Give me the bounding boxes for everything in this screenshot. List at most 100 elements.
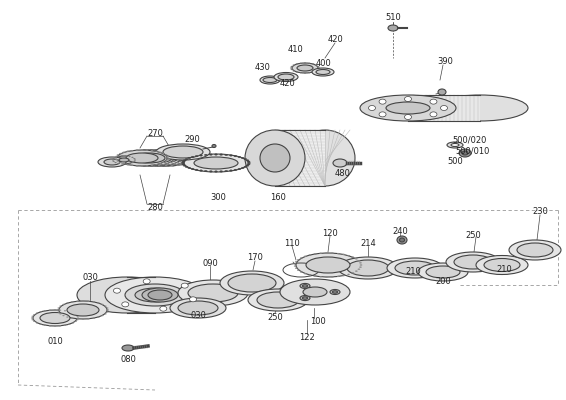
- Ellipse shape: [195, 169, 198, 171]
- Text: 410: 410: [287, 46, 303, 54]
- Ellipse shape: [159, 163, 161, 164]
- Ellipse shape: [163, 146, 203, 158]
- Text: 030: 030: [82, 274, 98, 282]
- Ellipse shape: [133, 162, 136, 163]
- Ellipse shape: [359, 266, 362, 268]
- Ellipse shape: [297, 65, 313, 71]
- Ellipse shape: [215, 171, 217, 172]
- Ellipse shape: [152, 153, 184, 163]
- Ellipse shape: [185, 160, 187, 162]
- Ellipse shape: [162, 150, 164, 151]
- Ellipse shape: [119, 153, 122, 154]
- Ellipse shape: [200, 170, 203, 171]
- Text: 122: 122: [299, 332, 315, 342]
- Text: 400: 400: [315, 58, 331, 68]
- Ellipse shape: [140, 153, 172, 163]
- Ellipse shape: [162, 151, 165, 152]
- Ellipse shape: [318, 66, 319, 67]
- Ellipse shape: [117, 154, 119, 156]
- Ellipse shape: [146, 153, 178, 163]
- Ellipse shape: [82, 300, 84, 302]
- Text: 100: 100: [310, 318, 326, 326]
- Ellipse shape: [165, 160, 167, 162]
- Ellipse shape: [181, 156, 183, 157]
- Text: 240: 240: [392, 228, 408, 236]
- Text: 300: 300: [210, 192, 226, 202]
- Ellipse shape: [215, 154, 217, 155]
- Ellipse shape: [118, 163, 119, 164]
- Ellipse shape: [355, 270, 358, 272]
- Ellipse shape: [358, 260, 360, 261]
- Ellipse shape: [342, 275, 345, 276]
- Ellipse shape: [162, 162, 165, 163]
- Ellipse shape: [138, 150, 140, 151]
- Ellipse shape: [36, 312, 38, 314]
- Ellipse shape: [113, 161, 115, 162]
- Ellipse shape: [143, 154, 145, 156]
- Ellipse shape: [278, 74, 294, 80]
- Ellipse shape: [229, 170, 233, 171]
- Text: 390: 390: [437, 58, 453, 66]
- Ellipse shape: [146, 165, 148, 166]
- Ellipse shape: [160, 306, 167, 311]
- Ellipse shape: [62, 304, 65, 305]
- Ellipse shape: [293, 70, 295, 72]
- Text: 250: 250: [267, 312, 283, 322]
- Ellipse shape: [119, 158, 129, 162]
- Ellipse shape: [152, 164, 155, 165]
- Ellipse shape: [146, 150, 148, 151]
- Ellipse shape: [177, 153, 179, 154]
- Ellipse shape: [124, 154, 126, 156]
- Ellipse shape: [387, 258, 443, 278]
- Ellipse shape: [440, 106, 448, 110]
- Ellipse shape: [172, 150, 174, 151]
- Ellipse shape: [124, 150, 174, 166]
- Ellipse shape: [68, 324, 70, 325]
- Ellipse shape: [181, 151, 183, 152]
- Ellipse shape: [191, 160, 193, 162]
- Ellipse shape: [104, 159, 120, 165]
- Ellipse shape: [131, 160, 133, 162]
- Ellipse shape: [115, 157, 117, 159]
- Ellipse shape: [220, 170, 222, 172]
- Ellipse shape: [40, 311, 42, 312]
- Ellipse shape: [331, 252, 333, 254]
- Ellipse shape: [182, 161, 185, 162]
- Text: 120: 120: [322, 228, 338, 238]
- Ellipse shape: [62, 315, 65, 316]
- Ellipse shape: [432, 95, 528, 121]
- Ellipse shape: [76, 316, 79, 317]
- Ellipse shape: [126, 151, 128, 152]
- Ellipse shape: [430, 99, 437, 104]
- Ellipse shape: [147, 164, 149, 165]
- Ellipse shape: [125, 284, 185, 306]
- Ellipse shape: [141, 150, 143, 151]
- Ellipse shape: [160, 150, 162, 151]
- Ellipse shape: [122, 152, 125, 153]
- Ellipse shape: [181, 157, 183, 159]
- Ellipse shape: [299, 72, 302, 73]
- Ellipse shape: [169, 162, 172, 163]
- Ellipse shape: [188, 153, 191, 154]
- Ellipse shape: [137, 150, 187, 166]
- Ellipse shape: [347, 260, 389, 276]
- Text: 090: 090: [202, 258, 218, 268]
- Ellipse shape: [177, 165, 179, 166]
- Ellipse shape: [145, 153, 148, 154]
- Ellipse shape: [188, 284, 238, 302]
- Ellipse shape: [150, 165, 152, 166]
- Ellipse shape: [153, 150, 155, 151]
- Ellipse shape: [260, 144, 290, 172]
- Ellipse shape: [294, 263, 297, 264]
- Ellipse shape: [114, 157, 117, 158]
- Ellipse shape: [325, 252, 328, 254]
- Ellipse shape: [184, 154, 248, 172]
- Ellipse shape: [308, 254, 311, 256]
- Ellipse shape: [204, 154, 207, 156]
- Text: 030: 030: [190, 310, 206, 320]
- Ellipse shape: [166, 165, 168, 166]
- Ellipse shape: [142, 288, 178, 302]
- Ellipse shape: [166, 150, 168, 151]
- Ellipse shape: [33, 314, 35, 315]
- Ellipse shape: [167, 150, 169, 151]
